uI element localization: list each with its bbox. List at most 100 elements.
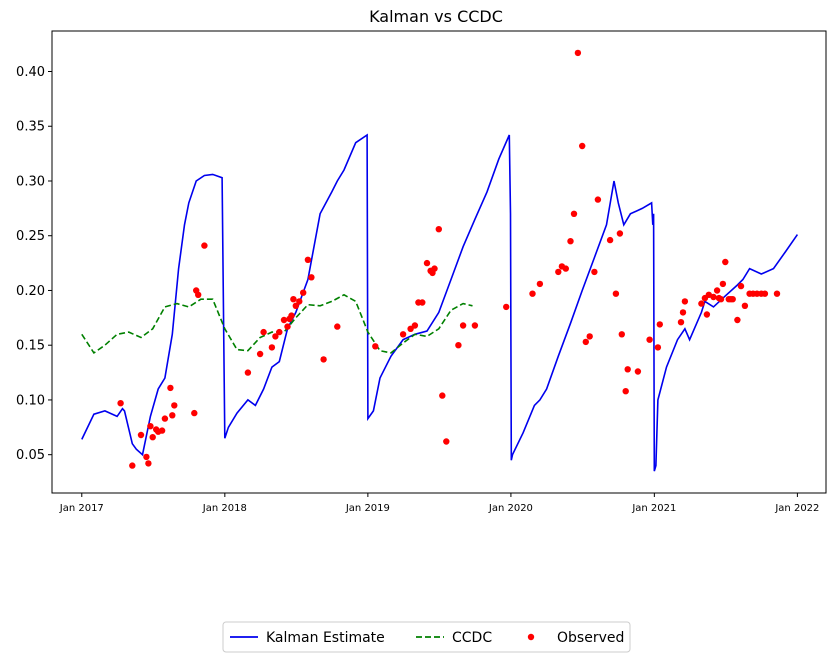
x-tick-label: Jan 2018 (202, 503, 247, 514)
observed-point (622, 388, 629, 395)
y-tick-label: 0.15 (16, 339, 45, 354)
y-tick-label: 0.40 (16, 65, 45, 80)
observed-point (143, 453, 150, 461)
observed-point (423, 259, 431, 267)
observed-point (761, 290, 769, 297)
observed-point (256, 350, 264, 358)
observed-point (280, 316, 288, 324)
observed-point (698, 300, 705, 307)
observed-point (562, 265, 569, 272)
observed-point (372, 343, 379, 350)
observed-point (244, 369, 252, 376)
y-tick-label: 0.20 (16, 284, 45, 299)
observed-point (439, 392, 446, 399)
kalman-estimate-line (81, 133, 799, 472)
y-tick-label: 0.35 (16, 120, 45, 135)
observed-point (594, 196, 602, 203)
legend-observed-label: Observed (557, 630, 624, 646)
observed-point (455, 342, 462, 349)
observed-point (276, 328, 283, 336)
observed-point (618, 331, 625, 338)
observed-point (536, 280, 544, 288)
observed-point (169, 412, 176, 419)
observed-point (741, 302, 749, 309)
observed-point (529, 290, 536, 297)
observed-point (304, 256, 312, 263)
observed-point (719, 280, 727, 288)
observed-point (149, 434, 156, 441)
x-tick-label: Jan 2019 (345, 503, 390, 514)
legend-observed-swatch (527, 633, 535, 641)
observed-point (195, 291, 202, 298)
observed-point (201, 242, 208, 249)
observed-point (443, 438, 450, 445)
observed-point (713, 287, 721, 294)
observed-point (624, 366, 631, 373)
observed-point (710, 293, 717, 301)
observed-point (260, 328, 267, 336)
observed-point (300, 289, 307, 296)
observed-point (435, 226, 442, 233)
observed-point (646, 336, 653, 343)
y-tick-label: 0.10 (16, 393, 45, 408)
observed-point (555, 268, 562, 276)
observed-point (284, 323, 291, 330)
observed-point (654, 344, 662, 351)
observed-point (570, 210, 578, 217)
x-tick-label: Jan 2022 (774, 503, 819, 514)
plot-area: Jan 2017 Jan 2018 Jan 2019 Jan 2020 Jan 2021… (16, 30, 827, 514)
observed-point (677, 319, 685, 326)
observed-point (567, 238, 574, 245)
observed-point (656, 321, 663, 328)
observed-point (334, 323, 341, 330)
x-tick-label: Jan 2020 (488, 503, 533, 514)
observed-point (145, 460, 152, 467)
observed-point (161, 415, 169, 422)
observed-point (167, 384, 174, 392)
observed-point (117, 400, 124, 407)
observed-point (268, 344, 276, 351)
observed-point (320, 356, 327, 363)
observed-point (147, 423, 154, 430)
observed-point (288, 312, 295, 319)
observed-point (606, 236, 614, 244)
observed-point (129, 462, 136, 469)
observed-point (290, 296, 297, 303)
observed-point (717, 296, 725, 303)
observed-point (459, 322, 467, 329)
observed-point (292, 302, 299, 309)
observed-point (634, 368, 642, 375)
observed-point (296, 298, 303, 305)
observed-point (431, 265, 438, 272)
x-tick-label: Jan 2021 (631, 503, 676, 514)
observed-point (734, 316, 741, 324)
observed-point (272, 333, 279, 340)
observed-point (737, 282, 745, 290)
legend: Kalman Estimate CCDC Observed (222, 621, 631, 653)
axes-frame (51, 30, 827, 494)
observed-point (411, 322, 419, 329)
legend-ccdc-label: CCDC (452, 630, 492, 646)
observed-point (471, 322, 479, 329)
observed-point (574, 49, 582, 57)
observed-point (586, 333, 593, 340)
observed-point (591, 268, 598, 276)
y-tick-label: 0.25 (16, 229, 45, 244)
observed-point (419, 299, 426, 306)
observed-point (399, 331, 407, 338)
legend-kalman-label: Kalman Estimate (266, 630, 385, 646)
observed-point (679, 309, 687, 316)
observed-point (137, 431, 145, 439)
observed-point (612, 290, 620, 297)
y-tick-label: 0.05 (16, 448, 45, 463)
observed-point (703, 311, 711, 318)
observed-point (171, 402, 178, 409)
x-tick-label: Jan 2017 (59, 503, 104, 514)
observed-point (308, 274, 315, 281)
observed-point (579, 142, 586, 150)
observed-point (503, 303, 510, 311)
observed-point (158, 427, 166, 434)
chart-title: Kalman vs CCDC (369, 7, 503, 26)
